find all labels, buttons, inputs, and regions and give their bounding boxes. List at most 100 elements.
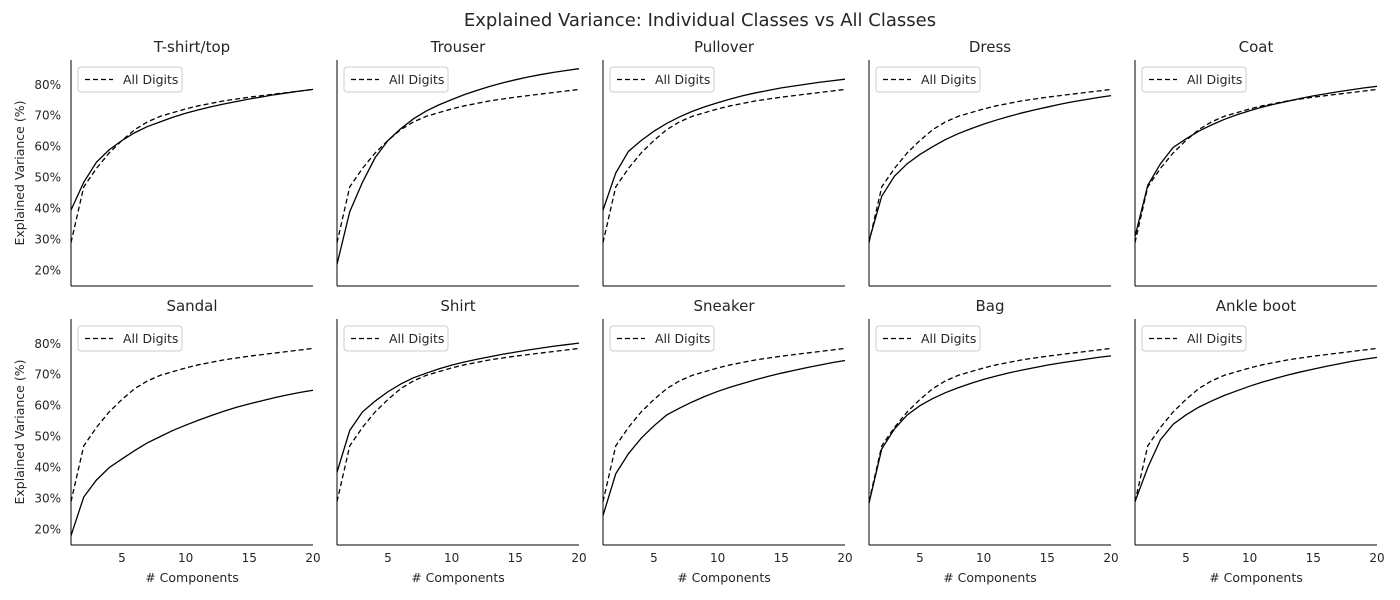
subplot-trouser: Trouser All Digits: [336, 38, 580, 287]
subplot-title: Coat: [1239, 38, 1274, 56]
subplot-grid: T-shirt/top 20% 30% 40% 50% 60% 70% 80% Explaine…: [12, 38, 1385, 585]
y-tick-label: 70%: [34, 368, 61, 382]
legend-box: [343, 66, 449, 93]
legend-label-all-digits: All Digits: [921, 331, 976, 346]
legend: All Digits: [875, 66, 981, 93]
subplot-dress: Dress All Digits: [868, 38, 1112, 287]
series-line-sneaker: [602, 359, 846, 516]
series-line-all-digits: [602, 347, 846, 502]
x-axis-label: # Components: [411, 570, 505, 585]
x-tick-label: 10: [444, 551, 459, 565]
series-line-shirt: [336, 342, 580, 473]
legend-label-all-digits: All Digits: [921, 72, 976, 87]
x-axis-label: # Components: [145, 570, 239, 585]
subplot-coat: Coat All Digits: [1134, 38, 1378, 287]
legend-label-all-digits: All Digits: [389, 331, 444, 346]
subplot-title: Bag: [975, 297, 1004, 315]
legend: All Digits: [609, 66, 715, 93]
subplot-pullover: Pullover All Digits: [602, 38, 846, 287]
series-line-all-digits: [602, 88, 846, 243]
legend-box: [77, 325, 183, 352]
legend: All Digits: [77, 66, 183, 93]
subplot-shirt: Shirt 5 10 15 20 # Components All Digits: [336, 297, 587, 585]
x-tick-label: 15: [1306, 551, 1321, 565]
subplot-title: Sandal: [166, 297, 217, 315]
x-tick-label: 15: [242, 551, 257, 565]
subplot-title: Dress: [969, 38, 1011, 56]
x-tick-label: 15: [508, 551, 523, 565]
x-tick-label: 5: [650, 551, 658, 565]
x-axis-label: # Components: [1209, 570, 1303, 585]
legend-box: [875, 325, 981, 352]
series-line-dress: [868, 94, 1112, 242]
x-tick-label: 15: [1040, 551, 1055, 565]
subplot-title: Pullover: [694, 38, 755, 56]
x-tick-label: 20: [571, 551, 586, 565]
y-tick-label: 80%: [34, 337, 61, 351]
subplot-title: Sneaker: [694, 297, 756, 315]
subplot-ankle-boot: Ankle boot 5 10 15 20 # Components All Digits: [1134, 297, 1385, 585]
legend: All Digits: [1141, 325, 1247, 352]
series-line-pullover: [602, 78, 846, 211]
subplot-t-shirt-top: T-shirt/top 20% 30% 40% 50% 60% 70% 80% Explaine…: [12, 38, 314, 287]
subplot-title: Shirt: [440, 297, 475, 315]
x-axis-label: # Components: [943, 570, 1037, 585]
subplot-title: Ankle boot: [1216, 297, 1296, 315]
series-line-bag: [868, 355, 1112, 504]
legend-label-all-digits: All Digits: [1187, 72, 1242, 87]
y-tick-label: 60%: [34, 140, 61, 154]
legend-box: [609, 66, 715, 93]
y-tick-label: 50%: [34, 430, 61, 444]
series-line-all-digits: [868, 88, 1112, 243]
x-tick-label: 15: [774, 551, 789, 565]
x-tick-label: 20: [305, 551, 320, 565]
legend: All Digits: [875, 325, 981, 352]
x-tick-label: 10: [710, 551, 725, 565]
legend-label-all-digits: All Digits: [123, 72, 178, 87]
legend-label-all-digits: All Digits: [655, 331, 710, 346]
series-line-all-digits: [336, 347, 580, 502]
y-tick-label: 70%: [34, 109, 61, 123]
series-line-all-digits: [70, 88, 314, 243]
legend-label-all-digits: All Digits: [1187, 331, 1242, 346]
x-tick-label: 5: [1182, 551, 1190, 565]
y-tick-label: 40%: [34, 202, 61, 216]
legend: All Digits: [609, 325, 715, 352]
legend-box: [77, 66, 183, 93]
subplot-bag: Bag 5 10 15 20 # Components All Digits: [868, 297, 1119, 585]
series-line-sandal: [70, 389, 314, 536]
y-tick-label: 60%: [34, 399, 61, 413]
series-line-all-digits: [336, 88, 580, 243]
subplot-title: T-shirt/top: [153, 38, 230, 56]
legend: All Digits: [343, 66, 449, 93]
legend-label-all-digits: All Digits: [389, 72, 444, 87]
y-tick-label: 50%: [34, 171, 61, 185]
subplot-sneaker: Sneaker 5 10 15 20 # Components All Digits: [602, 297, 853, 585]
x-tick-label: 5: [118, 551, 126, 565]
x-tick-label: 20: [1103, 551, 1118, 565]
x-axis-label: # Components: [677, 570, 771, 585]
legend-box: [1141, 66, 1247, 93]
series-line-coat: [1134, 85, 1378, 237]
x-tick-label: 20: [837, 551, 852, 565]
series-line-all-digits: [868, 347, 1112, 502]
y-tick-label: 40%: [34, 461, 61, 475]
y-tick-label: 30%: [34, 233, 61, 247]
figure-title: Explained Variance: Individual Classes v…: [464, 10, 936, 31]
legend: All Digits: [1141, 66, 1247, 93]
series-line-all-digits: [70, 347, 314, 502]
series-line-all-digits: [1134, 88, 1378, 243]
subplot-title: Trouser: [430, 38, 487, 56]
subplot-sandal: Sandal 20% 30% 40% 50% 60% 70% 80% Explained Var…: [12, 297, 321, 585]
legend: All Digits: [343, 325, 449, 352]
x-tick-label: 10: [976, 551, 991, 565]
x-tick-label: 10: [1242, 551, 1257, 565]
series-line-ankle-boot: [1134, 356, 1378, 502]
legend-box: [609, 325, 715, 352]
y-tick-label: 20%: [34, 523, 61, 537]
x-tick-label: 10: [178, 551, 193, 565]
series-line-all-digits: [1134, 347, 1378, 502]
x-tick-label: 20: [1369, 551, 1384, 565]
legend-label-all-digits: All Digits: [655, 72, 710, 87]
